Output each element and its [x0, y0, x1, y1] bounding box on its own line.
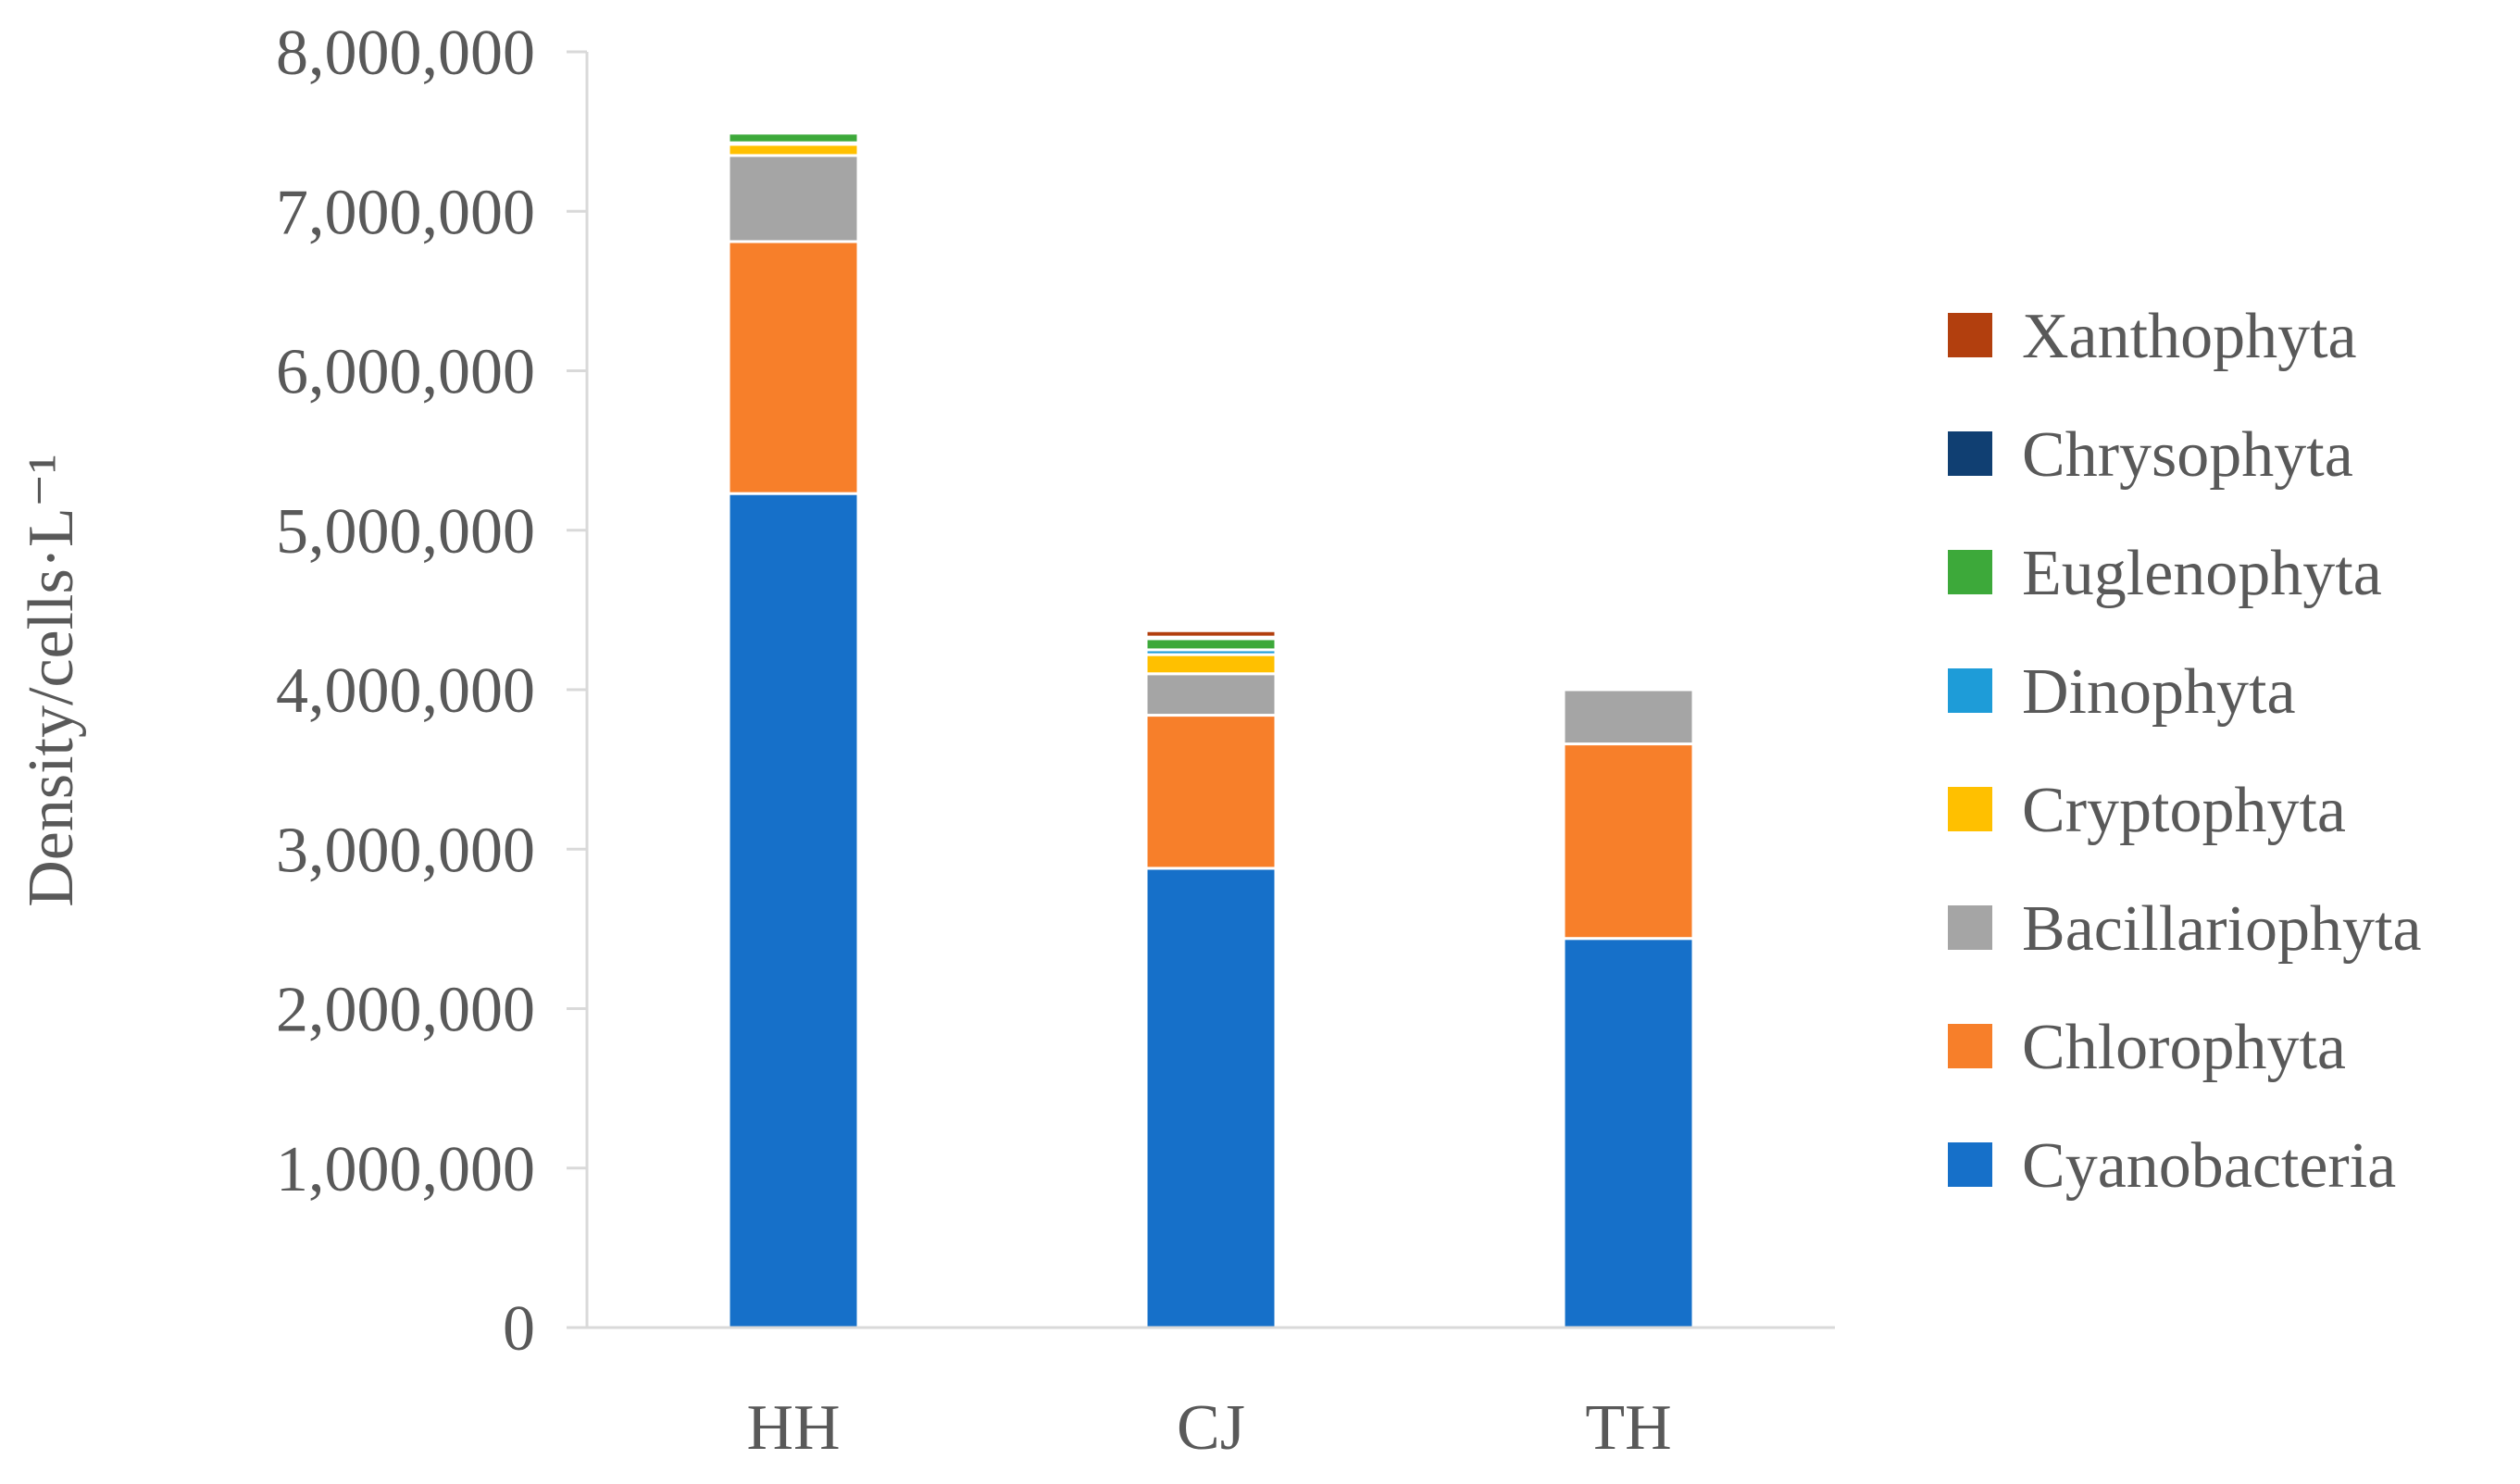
bar-segment-hh-bacillariophyta [727, 154, 860, 243]
legend-label: Euglenophyta [2022, 538, 2382, 609]
y-axis-title: Density/cells·L⁻¹ [16, 454, 87, 907]
bar-segment-hh-chlorophyta [727, 240, 860, 495]
y-tick-label: 4,000,000 [276, 655, 535, 727]
legend: Xanthophyta Chrysophyta Euglenophyta Dinoph… [1948, 301, 2422, 1202]
y-tick-label: 3,000,000 [276, 815, 535, 886]
y-tick-label: 8,000,000 [276, 18, 535, 89]
legend-label: Chlorophyta [2022, 1012, 2346, 1083]
y-tick-label: 6,000,000 [276, 337, 535, 408]
bar-segment-cj-xanthophyta [1144, 629, 1278, 639]
legend-label: Dinophyta [2022, 656, 2296, 728]
bar-segment-th-chlorophyta [1562, 742, 1695, 941]
bar-segment-cj-euglenophyta [1144, 637, 1278, 652]
legend-swatch [1948, 313, 1992, 357]
bar-segment-hh-cyanobacteria [727, 492, 860, 1329]
x-category-label: TH [1585, 1392, 1671, 1464]
x-category-label: HH [746, 1392, 840, 1464]
bar-segment-cj-chlorophyta [1144, 714, 1278, 870]
y-tick-label: 2,000,000 [276, 975, 535, 1046]
legend-label: Bacillariophyta [2022, 893, 2422, 965]
bar-segment-th-bacillariophyta [1562, 688, 1695, 746]
x-category-labels: HH CJ TH [746, 1392, 1671, 1464]
legend-label: Chrysophyta [2022, 419, 2353, 491]
legend-swatch [1948, 1142, 1992, 1187]
y-tick-label: 7,000,000 [276, 177, 535, 248]
y-tick-label: 0 [503, 1293, 535, 1365]
legend-swatch [1948, 1024, 1992, 1068]
bar-segment-cj-cryptophyta [1144, 653, 1278, 676]
y-tick-labels: 0 1,000,000 2,000,000 3,000,000 4,000,000 5,0… [276, 18, 587, 1365]
legend-label: Xanthophyta [2022, 301, 2357, 372]
bar-segment-cj-cyanobacteria [1144, 867, 1278, 1329]
bar-segment-cj-bacillariophyta [1144, 672, 1278, 717]
legend-label: Cyanobacteria [2022, 1130, 2396, 1202]
x-category-label: CJ [1177, 1392, 1245, 1464]
legend-swatch [1948, 668, 1992, 713]
legend-swatch [1948, 550, 1992, 594]
bar-segment-hh-cryptophyta [727, 143, 860, 157]
legend-swatch [1948, 905, 1992, 950]
y-tick-label: 5,000,000 [276, 496, 535, 567]
bar-segment-th-cyanobacteria [1562, 937, 1695, 1329]
legend-swatch [1948, 431, 1992, 476]
legend-swatch [1948, 787, 1992, 831]
legend-label: Cryptophyta [2022, 775, 2346, 846]
bars-layer [727, 131, 1695, 1329]
y-tick-label: 1,000,000 [276, 1134, 535, 1205]
bar-segment-hh-euglenophyta [727, 131, 860, 144]
